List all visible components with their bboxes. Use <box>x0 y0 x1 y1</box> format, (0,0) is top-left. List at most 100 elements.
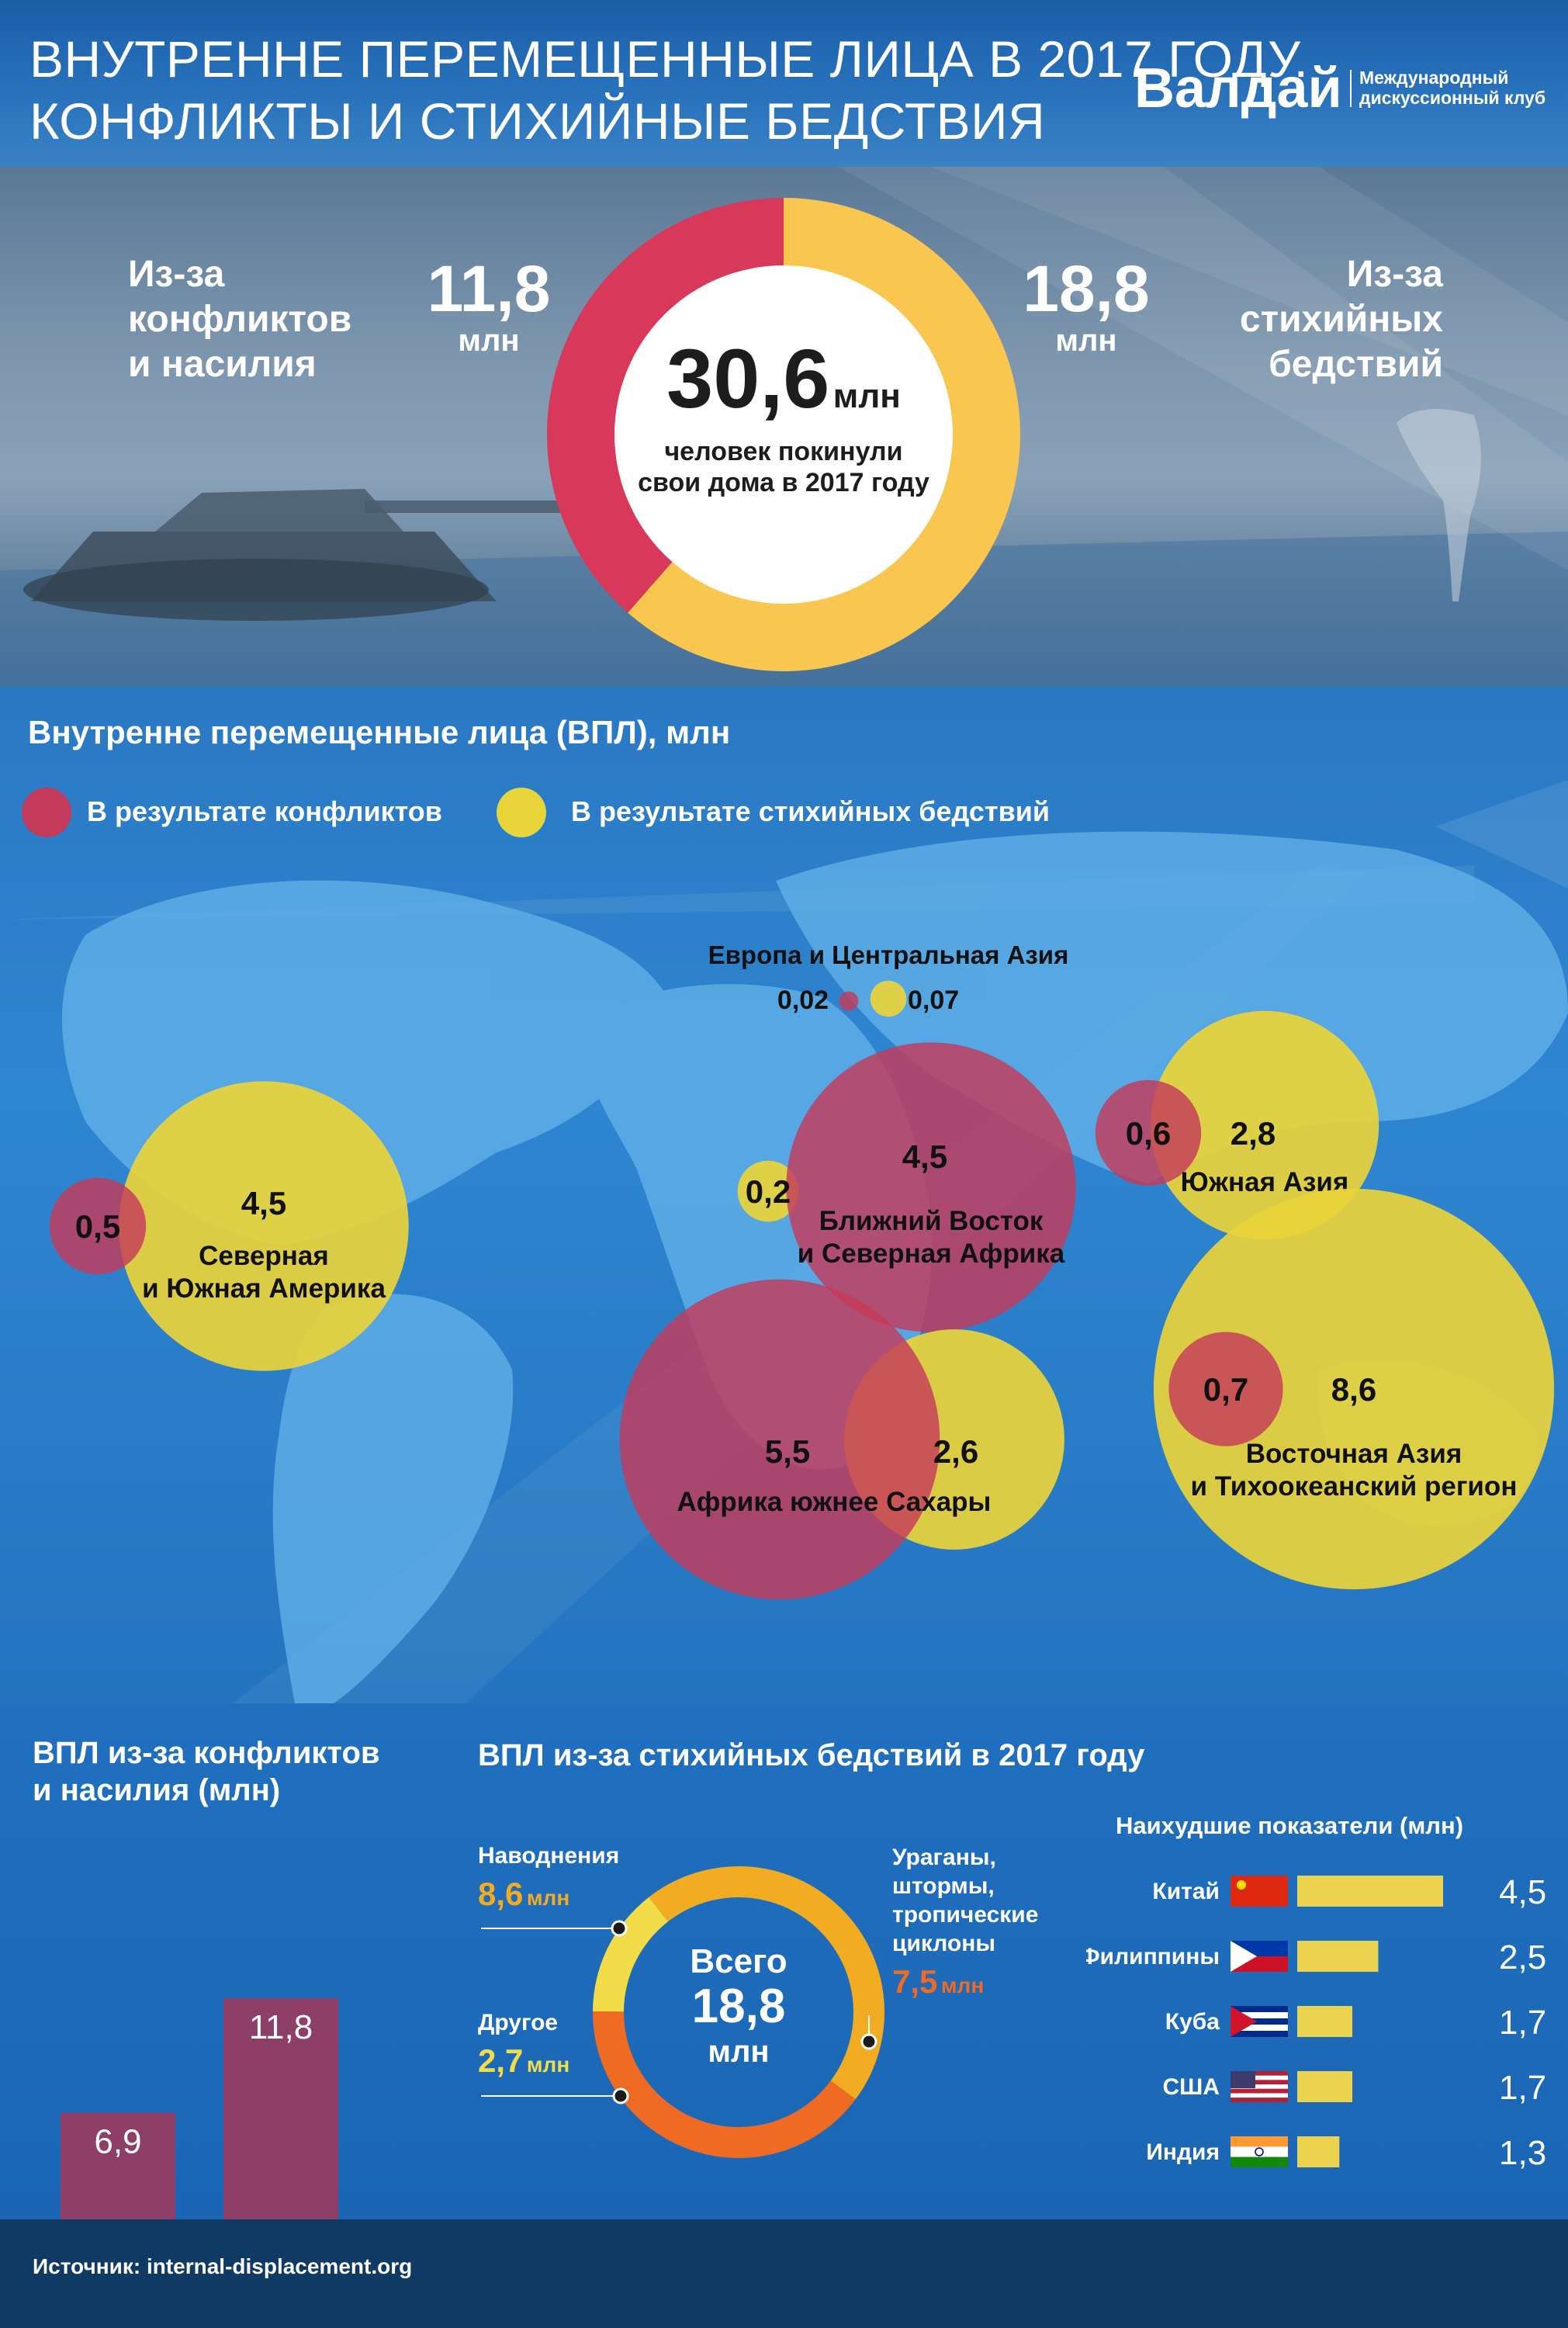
donut-storms-unit: млн <box>940 1973 985 1997</box>
donut-slices <box>593 1866 884 2158</box>
bubble-conflict <box>49 1177 147 1275</box>
donut-storms-name-line3: тропические <box>892 1902 1039 1928</box>
bubble-disaster-label: 2,8 <box>1231 1115 1276 1152</box>
page-title-line1: ВНУТРЕННЕ ПЕРЕМЕЩЕННЫЕ ЛИЦА В 2017 ГОДУ. <box>29 30 1309 88</box>
legend-conflict: В результате конфликтов <box>22 788 518 837</box>
hero-left-unit: млн <box>458 324 520 358</box>
leader-floods-dot <box>611 1920 628 1937</box>
country-bar <box>1297 2136 1340 2167</box>
valdai-logo: Валдай Международный дискуссионный клуб <box>1134 56 1553 126</box>
region-name-line: Северная <box>199 1241 329 1271</box>
legend-disaster: В результате стихийных бедствий <box>497 788 1086 837</box>
footer-source: Источник: internal-displacement.org <box>33 2254 413 2278</box>
bubble-disaster-label: 2,6 <box>933 1433 978 1470</box>
bubble-disaster-label: 0,2 <box>746 1173 791 1210</box>
bars-title-line1: ВПЛ из-за конфликтов <box>33 1736 380 1770</box>
bubble-conflict-label: 0,7 <box>1203 1371 1248 1408</box>
bar-value-label: 6,9 <box>94 2122 141 2160</box>
worst-title: Наихудшие показатели (млн) <box>1116 1812 1464 1839</box>
hero-center-value: 30,6 <box>666 331 830 425</box>
legend-conflict-label: В результате конфликтов <box>87 795 442 827</box>
hbar-layer: Китай 4,5 Филиппины 2,5 Куба 1,7 США 1,7 Индия 1,… <box>1086 1873 1546 2172</box>
tank-silhouette <box>23 489 590 621</box>
logo-sub1: Международный <box>1359 68 1509 88</box>
footer: Источник: internal-displacement.org <box>0 2219 1568 2328</box>
country-bar <box>1297 2006 1353 2037</box>
hero-left-label: Из-за конфликтов и насилия <box>128 252 407 387</box>
bar-value-label: 11,8 <box>249 2008 313 2046</box>
hero-right-label-line1: Из-за <box>1346 254 1443 295</box>
country-label: Филиппины <box>1086 1944 1220 1969</box>
donut-storms-name-line1: Ураганы, <box>892 1845 996 1870</box>
country-value-label: 1,3 <box>1499 2134 1546 2172</box>
donut-center-text: Всего 18,8 млн <box>614 1942 863 2071</box>
region-bubbles: 0,02 0,07 Европа и Центральная Азия 0,5 4,5 С… <box>49 941 1555 1600</box>
bars-title-line2: и насилия (млн) <box>33 1773 281 1807</box>
donut-floods-unit: млн <box>526 1886 570 1910</box>
country-label: США <box>1163 2074 1220 2100</box>
donut-other-value-wrap: 2,7 млн <box>478 2042 569 2080</box>
hero-left-label-line3: и насилия <box>128 344 317 385</box>
hero-right-value: 18,8 <box>1023 252 1150 325</box>
hero-right-unit: млн <box>1055 324 1117 358</box>
bubble-conflict <box>786 1042 1076 1332</box>
flag-icon <box>1231 1941 1288 1972</box>
region-name-line: и Южная Америка <box>142 1273 386 1304</box>
country-label: Китай <box>1152 1879 1220 1904</box>
hero-donut-center <box>614 265 953 604</box>
map-section: Внутренне перемещенные лица (ВПЛ), млн В… <box>0 687 1568 1703</box>
region-4: 5,5 2,6 Африка южнее Сахары <box>619 1279 1064 1600</box>
donut-other-unit: млн <box>526 2053 570 2077</box>
hero-center-caption-line2: свои дома в 2017 году <box>638 468 929 497</box>
bubble-conflict <box>839 991 859 1011</box>
leader-other-dot <box>612 2087 629 2105</box>
hero-donut <box>547 198 1020 671</box>
country-value-label: 4,5 <box>1499 1873 1546 1911</box>
bubble-disaster-label: 0,07 <box>908 986 959 1015</box>
donut-floods-value: 8,6 <box>478 1876 524 1912</box>
country-label: Индия <box>1146 2139 1220 2165</box>
bars-title: ВПЛ из-за конфликтов и насилия (млн) <box>33 1734 380 1809</box>
region-name-line: Восточная Азия <box>1246 1439 1462 1469</box>
bubble-disaster-label: 4,5 <box>241 1185 286 1221</box>
bottom-section: ВПЛ из-за конфликтов и насилия (млн) 6,9… <box>0 1703 1568 2316</box>
hero-panel: Из-за конфликтов и насилия 11,8 млн 18,8… <box>0 167 1568 687</box>
flag-icon <box>1231 2006 1288 2037</box>
region-name-line: и Тихоокеанский регион <box>1191 1471 1518 1502</box>
legend-disaster-label: В результате стихийных бедствий <box>571 795 1050 827</box>
worst-countries-chart: Китай 4,5 Филиппины 2,5 Куба 1,7 США 1,7 Индия 1,… <box>1086 1873 1546 2172</box>
country-label: Куба <box>1165 2009 1220 2035</box>
country-value-label: 1,7 <box>1499 2069 1546 2107</box>
region-name-line: Ближний Восток <box>819 1206 1044 1236</box>
disaster-donut <box>481 1866 884 2158</box>
bubble-conflict <box>619 1279 940 1600</box>
donut-center-unit: млн <box>708 2035 770 2069</box>
donut-leader-lines <box>481 1920 877 2105</box>
donut-slice-storms <box>593 2011 856 2158</box>
bubble-conflict-label: 5,5 <box>765 1433 810 1470</box>
region-0: 0,02 0,07 Европа и Центральная Азия <box>708 941 1068 1017</box>
donut-storms-value: 7,5 <box>892 1963 938 2000</box>
flag-icon <box>1231 2071 1288 2102</box>
bubble-conflict-label: 4,5 <box>902 1138 947 1175</box>
bubble-disaster <box>119 1081 409 1371</box>
bubble-conflict-label: 0,6 <box>1126 1115 1171 1152</box>
map-title: Внутренне перемещенные лица (ВПЛ), млн <box>28 714 731 750</box>
country-bar <box>1297 1876 1443 1907</box>
bubble-disaster <box>737 1160 799 1222</box>
donut-storms-name: Ураганы, штормы, тропические циклоны <box>892 1843 1038 1958</box>
logo-divider <box>1350 70 1352 107</box>
donut-floods-value-wrap: 8,6 млн <box>478 1876 569 1913</box>
hero-center-text: 30,6 млн <box>621 336 947 421</box>
country-value-label: 2,5 <box>1499 1938 1546 1976</box>
region-name-line: Африка южнее Сахары <box>677 1487 992 1517</box>
donut-slice-floods <box>649 1866 884 2100</box>
donut-center-line1: Всего <box>690 1942 787 1980</box>
flag-icon <box>1231 2136 1288 2167</box>
bubble-disaster <box>1150 1010 1379 1240</box>
donut-title: ВПЛ из-за стихийных бедствий в 2017 году <box>478 1738 1145 1772</box>
hero-left-value: 11,8 <box>427 252 551 325</box>
